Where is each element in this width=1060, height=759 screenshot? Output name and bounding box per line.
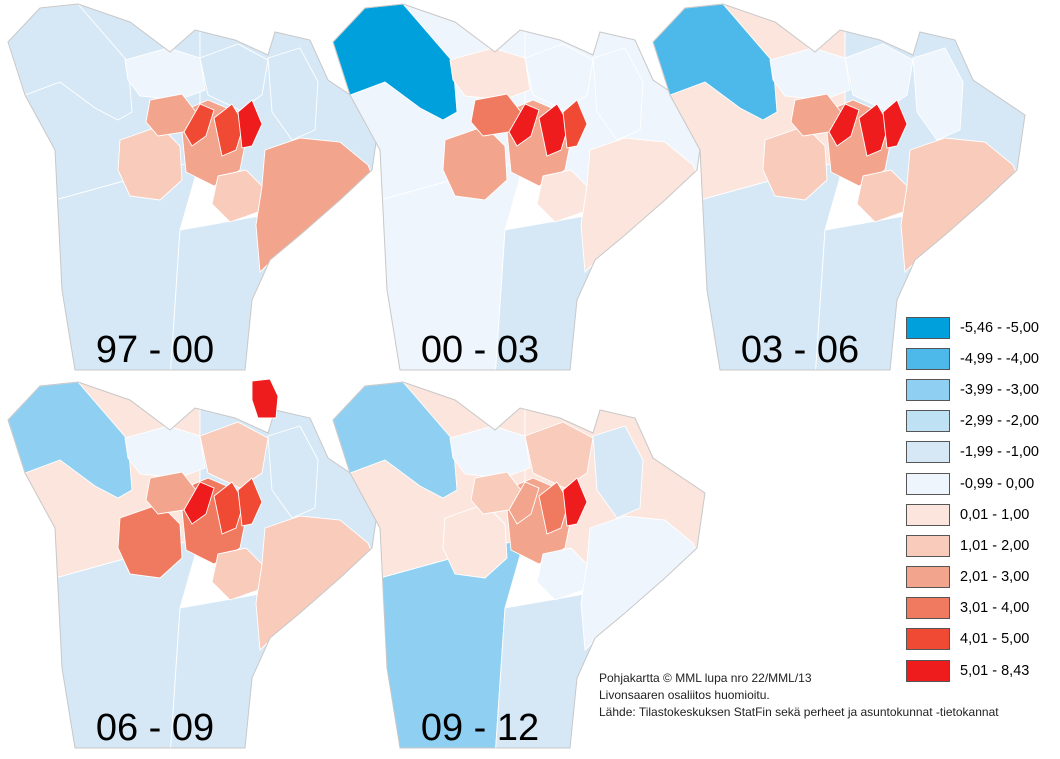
north-district (267, 47, 319, 141)
credit-basemap: Pohjakartta © MML lupa nro 22/MML/13 (599, 671, 812, 685)
east-district (580, 515, 704, 651)
legend-entry: -3,99 - -3,00 (906, 374, 1056, 405)
legend-swatch (906, 628, 950, 651)
north-district (912, 47, 964, 141)
legend-entry: -1,99 - -1,00 (906, 437, 1056, 468)
central-district (183, 103, 215, 147)
central-district (562, 477, 588, 527)
north-district (524, 421, 594, 489)
legend-entry: 5,01 - 8,43 (906, 655, 1056, 686)
legend-entry: -0,99 - 0,00 (906, 468, 1056, 499)
legend-label: -3,99 - -3,00 (960, 381, 1039, 398)
central-district (538, 481, 570, 535)
region-outline (332, 381, 706, 749)
legend-swatch (906, 597, 950, 620)
period-label: 06 - 09 (96, 707, 214, 749)
map-credits: Pohjakartta © MML lupa nro 22/MML/13 Liv… (599, 670, 999, 721)
period-label: 09 - 12 (421, 707, 539, 749)
inner-district (536, 547, 588, 601)
legend-entry: 4,01 - 5,00 (906, 624, 1056, 655)
legend-label: 1,01 - 2,00 (960, 537, 1030, 554)
central-district (538, 103, 570, 157)
east-district (255, 515, 379, 651)
period-label: 03 - 06 (741, 329, 859, 371)
central-district (183, 481, 215, 525)
legend-swatch (906, 472, 950, 495)
legend-label: -5,46 - -5,00 (960, 319, 1039, 336)
north-district (267, 425, 319, 519)
central-district (882, 99, 908, 149)
legend-entry: 3,01 - 4,00 (906, 593, 1056, 624)
legend-entry: 0,01 - 1,00 (906, 499, 1056, 530)
legend-label: 2,01 - 3,00 (960, 569, 1030, 586)
north-district (592, 425, 644, 519)
east-district (255, 137, 379, 273)
legend-label: -1,99 - -1,00 (960, 444, 1039, 461)
legend-swatch (906, 659, 950, 682)
region-outline (652, 3, 1026, 371)
legend-swatch (906, 378, 950, 401)
central-district (213, 481, 245, 535)
legend-entry: -2,99 - -2,00 (906, 406, 1056, 437)
central-district (508, 103, 540, 147)
north-district (844, 43, 914, 111)
legend-swatch (906, 410, 950, 433)
central-district (237, 477, 263, 527)
inner-district (536, 169, 588, 223)
legend-label: 4,01 - 5,00 (960, 631, 1030, 648)
legend-swatch (906, 441, 950, 464)
legend-label: 0,01 - 1,00 (960, 506, 1030, 523)
central-district (508, 481, 540, 525)
north-district (524, 43, 594, 111)
central-district (858, 103, 890, 157)
north-enclave-district (251, 378, 279, 419)
north-district (592, 47, 644, 141)
legend-swatch (906, 316, 950, 339)
inner-district (856, 169, 908, 223)
inner-district (211, 169, 263, 223)
period-label: 00 - 03 (421, 329, 539, 371)
legend-entry: -4,99 - -4,00 (906, 343, 1056, 374)
credit-note: Livonsaaren osaliitos huomioitu. (599, 688, 770, 702)
central-district (213, 103, 245, 157)
legend: -5,46 - -5,00 -4,99 - -4,00 -3,99 - -3,0… (906, 312, 1056, 686)
legend-swatch (906, 566, 950, 589)
legend-swatch (906, 503, 950, 526)
north-district (199, 43, 269, 111)
legend-swatch (906, 534, 950, 557)
legend-entry: 2,01 - 3,00 (906, 562, 1056, 593)
legend-swatch (906, 347, 950, 370)
central-district (828, 103, 860, 147)
legend-entry: 1,01 - 2,00 (906, 530, 1056, 561)
credit-source: Lähde: Tilastokeskuksen StatFin sekä per… (599, 705, 999, 719)
north-district (199, 421, 269, 489)
inner-district (211, 547, 263, 601)
legend-label: 5,01 - 8,43 (960, 662, 1030, 679)
period-label: 97 - 00 (96, 329, 214, 371)
legend-label: -2,99 - -2,00 (960, 413, 1039, 430)
legend-entry: -5,46 - -5,00 (906, 312, 1056, 343)
east-district (900, 137, 1024, 273)
legend-label: -0,99 - 0,00 (960, 475, 1035, 492)
east-district (580, 137, 704, 273)
central-district (562, 99, 588, 149)
legend-label: 3,01 - 4,00 (960, 600, 1030, 617)
central-district (237, 99, 263, 149)
legend-label: -4,99 - -4,00 (960, 350, 1039, 367)
